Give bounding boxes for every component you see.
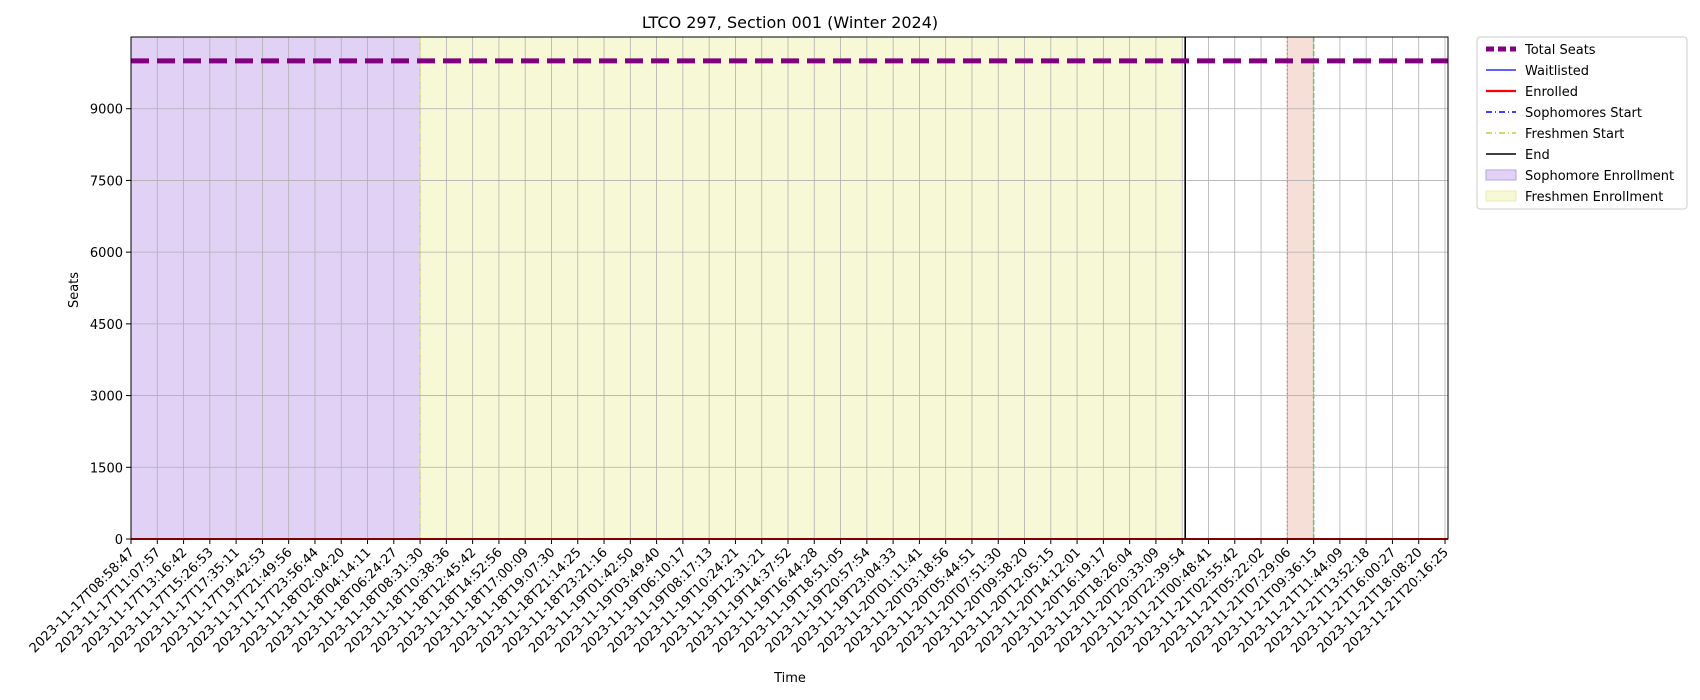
legend-item: Sophomore Enrollment — [1485, 169, 1674, 184]
legend: Total Seats Waitlisted Enrolled Sophomores … — [1476, 36, 1688, 210]
legend-item: Freshmen Enrollment — [1485, 190, 1663, 205]
y-tick-label: 4500 — [90, 318, 123, 333]
x-axis: 2023-11-17T08:58:472023-11-17T11:07:5720… — [27, 539, 1452, 656]
region-sophomore — [131, 37, 421, 539]
plot-frame — [130, 36, 1449, 540]
legend-label: Freshmen Start — [1525, 127, 1624, 142]
legend-item: Freshmen Start — [1486, 127, 1624, 142]
legend-box — [1476, 36, 1688, 210]
legend-item: Total Seats — [1486, 43, 1596, 58]
y-tick-label: 0 — [115, 533, 123, 548]
legend-item: End — [1486, 148, 1550, 163]
legend-label: End — [1525, 148, 1550, 163]
y-tick-label: 6000 — [90, 246, 123, 261]
plot-background-regions — [131, 37, 1315, 539]
chart-title: LTCO 297, Section 001 (Winter 2024) — [642, 13, 938, 32]
legend-label: Waitlisted — [1525, 64, 1589, 79]
legend-label: Sophomores Start — [1525, 106, 1642, 121]
x-axis-label: Time — [773, 671, 806, 686]
legend-label: Total Seats — [1524, 43, 1596, 58]
y-axis-label: Seats — [67, 272, 82, 308]
legend-swatch — [1485, 169, 1517, 181]
legend-label: Freshmen Enrollment — [1525, 190, 1663, 205]
y-tick-label: 9000 — [90, 103, 123, 118]
legend-label: Enrolled — [1525, 85, 1578, 100]
legend-item: Sophomores Start — [1486, 106, 1642, 121]
y-axis: 0 1500 3000 4500 6000 7500 9000 — [90, 103, 131, 548]
y-tick-label: 1500 — [90, 461, 123, 476]
y-tick-label: 7500 — [90, 174, 123, 189]
y-tick-label: 3000 — [90, 390, 123, 405]
shaded-band — [1287, 37, 1314, 539]
legend-item: Waitlisted — [1486, 64, 1589, 79]
legend-swatch — [1485, 190, 1517, 202]
legend-label: Sophomore Enrollment — [1525, 169, 1674, 184]
region-freshmen — [420, 37, 1183, 539]
legend-item: Enrolled — [1486, 85, 1578, 100]
